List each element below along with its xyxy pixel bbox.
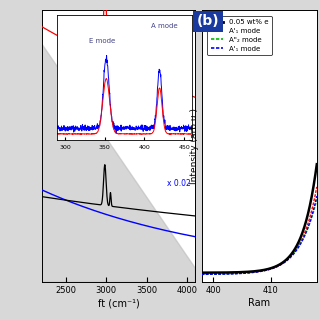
Y-axis label: Intensity (arb.u.): Intensity (arb.u.) (190, 108, 199, 184)
Legend: 0.05 wt% e, A'₁ mode, A"₂ mode, A'₁ mode: 0.05 wt% e, A'₁ mode, A"₂ mode, A'₁ mode (207, 16, 272, 55)
Text: (b): (b) (197, 14, 220, 28)
X-axis label: ft (cm⁻¹): ft (cm⁻¹) (98, 298, 139, 308)
X-axis label: Ram: Ram (248, 298, 270, 308)
Polygon shape (42, 44, 195, 282)
Text: x 0.02: x 0.02 (167, 180, 191, 188)
